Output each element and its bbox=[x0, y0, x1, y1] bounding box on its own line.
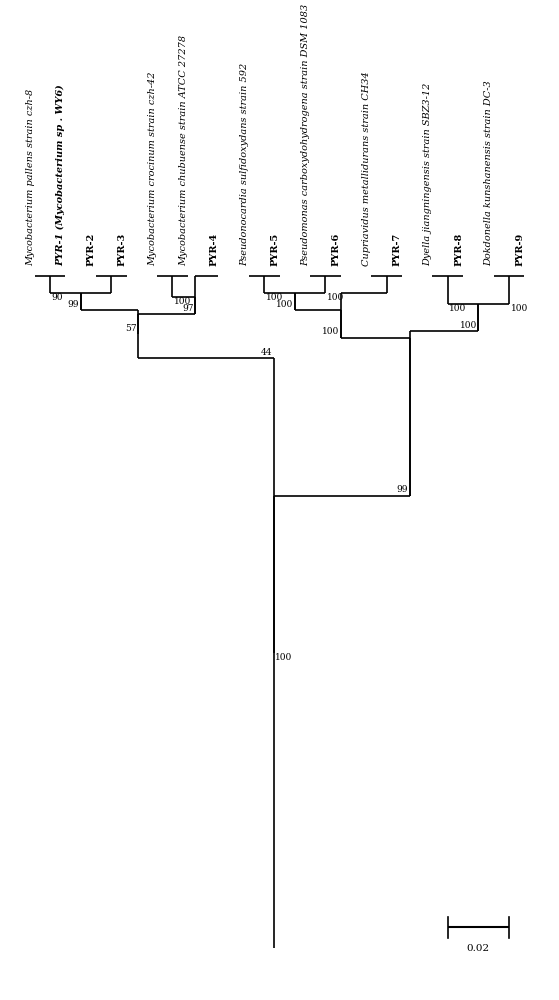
Text: PYR-2: PYR-2 bbox=[87, 233, 96, 266]
Text: PYR-9: PYR-9 bbox=[515, 233, 524, 266]
Text: 100: 100 bbox=[322, 327, 339, 336]
Text: Dyella jiangningensis strain SBZ3-12: Dyella jiangningensis strain SBZ3-12 bbox=[424, 83, 433, 266]
Text: Dokdonella kunshanensis strain DC-3: Dokdonella kunshanensis strain DC-3 bbox=[485, 80, 494, 266]
Text: 100: 100 bbox=[449, 304, 467, 313]
Text: Cupriavidus metallidurans strain CH34: Cupriavidus metallidurans strain CH34 bbox=[362, 71, 371, 266]
Text: Mycobacterium crocinum strain czh-42: Mycobacterium crocinum strain czh-42 bbox=[148, 71, 157, 266]
Text: 100: 100 bbox=[174, 297, 191, 306]
Text: PYR-7: PYR-7 bbox=[393, 233, 402, 266]
Text: 100: 100 bbox=[510, 304, 528, 313]
Text: Pseudomonas carboxydohydrogena strain DSM 1083: Pseudomonas carboxydohydrogena strain DS… bbox=[301, 4, 310, 266]
Text: Mycobacterium pallens strain czh-8: Mycobacterium pallens strain czh-8 bbox=[26, 89, 35, 266]
Text: 100: 100 bbox=[266, 293, 283, 302]
Text: 97: 97 bbox=[182, 304, 194, 313]
Text: 0.02: 0.02 bbox=[467, 944, 490, 953]
Text: PYR-1 (Mycobacterium sp . WY6): PYR-1 (Mycobacterium sp . WY6) bbox=[56, 84, 65, 266]
Text: Mycobacterium chubuense strain ATCC 27278: Mycobacterium chubuense strain ATCC 2727… bbox=[179, 35, 188, 266]
Text: 44: 44 bbox=[260, 348, 272, 357]
Text: 100: 100 bbox=[327, 293, 344, 302]
Text: 100: 100 bbox=[275, 653, 292, 662]
Text: 99: 99 bbox=[396, 485, 408, 494]
Text: PYR-3: PYR-3 bbox=[117, 233, 126, 266]
Text: 57: 57 bbox=[125, 324, 136, 333]
Text: 90: 90 bbox=[51, 293, 63, 302]
Text: Pseudonocardia sulfidoxydans strain 592: Pseudonocardia sulfidoxydans strain 592 bbox=[240, 63, 249, 266]
Text: 100: 100 bbox=[459, 321, 477, 330]
Text: PYR-6: PYR-6 bbox=[331, 233, 340, 266]
Text: PYR-4: PYR-4 bbox=[209, 233, 219, 266]
Text: 99: 99 bbox=[68, 300, 79, 309]
Text: PYR-5: PYR-5 bbox=[271, 233, 280, 266]
Text: 100: 100 bbox=[276, 300, 293, 309]
Text: PYR-8: PYR-8 bbox=[454, 233, 463, 266]
